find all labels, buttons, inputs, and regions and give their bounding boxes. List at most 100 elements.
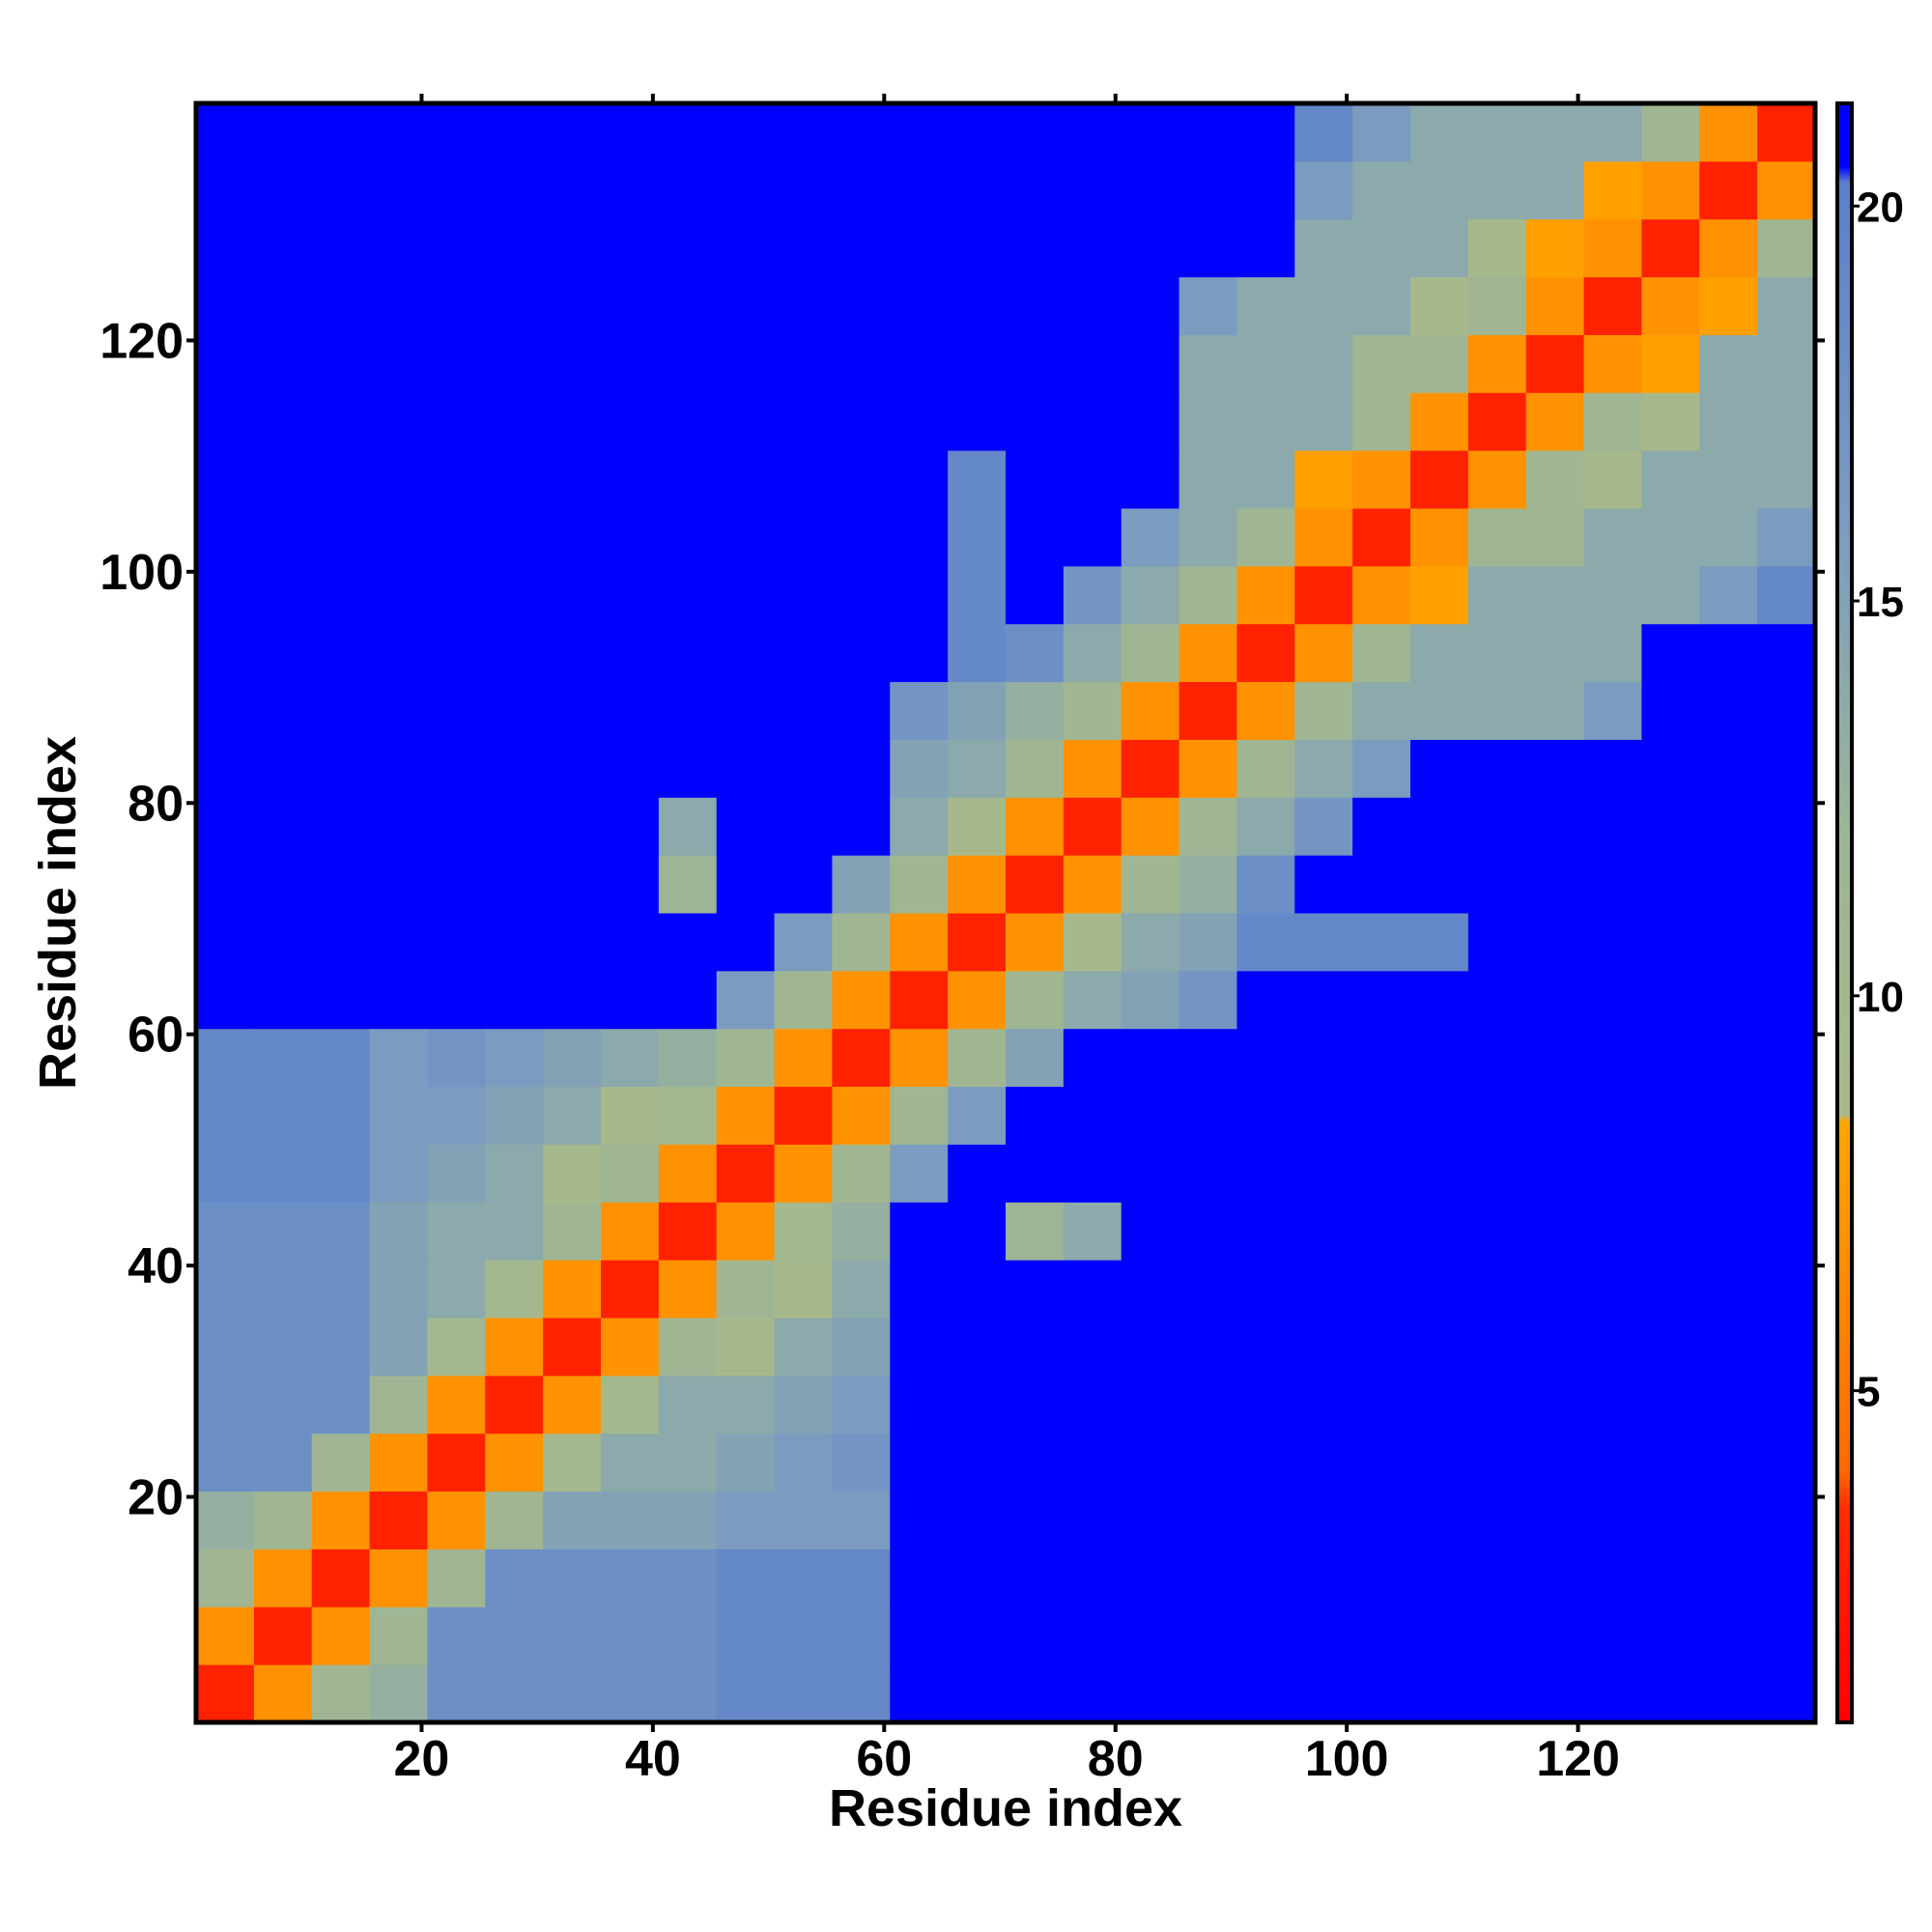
heatmap-cell — [543, 1144, 602, 1203]
heatmap-cell — [427, 1086, 486, 1145]
heatmap-cell — [1294, 450, 1353, 509]
heatmap-cell — [716, 1144, 776, 1203]
heatmap-cell — [890, 1433, 949, 1492]
heatmap-cell — [832, 218, 891, 278]
heatmap-cell — [1699, 450, 1758, 509]
heatmap-cell — [1641, 1028, 1700, 1088]
heatmap-cell — [1757, 1144, 1816, 1203]
heatmap-cell — [253, 1375, 313, 1435]
heatmap-cell — [1583, 508, 1642, 567]
heatmap-cell — [369, 160, 428, 220]
heatmap-cell — [1063, 1028, 1122, 1088]
heatmap-cell — [1179, 1491, 1237, 1549]
heatmap-cell — [1467, 739, 1527, 798]
heatmap-cell — [1525, 160, 1585, 220]
heatmap-cell — [311, 1433, 371, 1492]
heatmap-cell — [485, 1664, 544, 1723]
heatmap-cell — [543, 1028, 602, 1088]
heatmap-cell — [601, 392, 660, 451]
heatmap-cell — [427, 160, 486, 220]
heatmap-cell — [658, 797, 718, 856]
heatmap-cell — [1179, 1028, 1237, 1088]
heatmap-cell — [543, 1606, 602, 1665]
heatmap-cell — [1641, 970, 1700, 1030]
heatmap-cell — [1352, 334, 1411, 393]
heatmap-cell — [1699, 508, 1758, 567]
heatmap-cell — [1294, 1028, 1353, 1088]
heatmap-cell — [1294, 681, 1353, 740]
heatmap-cell — [253, 1202, 313, 1261]
heatmap-cell — [716, 913, 776, 972]
heatmap-cell — [832, 1260, 891, 1319]
heatmap-cell — [1757, 1433, 1816, 1492]
heatmap-cell — [1179, 450, 1237, 509]
heatmap-cell — [543, 276, 602, 335]
heatmap-cell — [1410, 797, 1469, 856]
heatmap-cell — [311, 623, 371, 683]
heatmap-cell — [1006, 160, 1065, 220]
heatmap-cell — [1006, 103, 1065, 162]
heatmap-cell — [774, 392, 833, 451]
heatmap-cell — [774, 739, 833, 798]
heatmap-cell — [1757, 1202, 1816, 1261]
heatmap-cell — [485, 103, 544, 162]
heatmap-cell — [1525, 1028, 1585, 1088]
heatmap-cell — [485, 739, 544, 798]
heatmap-cell — [427, 855, 486, 914]
heatmap-cell — [196, 1028, 255, 1088]
heatmap-cell — [1063, 1664, 1122, 1723]
heatmap-cell — [1525, 392, 1585, 451]
heatmap-cell — [890, 623, 949, 683]
heatmap-cell — [948, 1606, 1007, 1665]
heatmap-cell — [948, 797, 1007, 856]
heatmap-cell — [1699, 1375, 1758, 1435]
heatmap-cell — [311, 1202, 371, 1261]
heatmap-cell — [1294, 565, 1353, 625]
heatmap-cell — [196, 160, 255, 220]
heatmap-cell — [832, 797, 891, 856]
heatmap-cell — [1352, 913, 1411, 972]
heatmap-cell — [890, 855, 949, 914]
heatmap-cell — [601, 1144, 660, 1203]
heatmap-cell — [601, 1318, 660, 1377]
heatmap-cell — [774, 1028, 833, 1088]
heatmap-cell — [774, 334, 833, 393]
heatmap-cell — [716, 1318, 776, 1377]
heatmap-cell — [1236, 1664, 1295, 1723]
heatmap-cell — [1179, 913, 1237, 972]
y-tick-label: 100 — [99, 545, 184, 601]
heatmap-cell — [601, 1028, 660, 1088]
heatmap-cell — [774, 1664, 833, 1723]
heatmap-cell — [427, 623, 486, 683]
heatmap-cell — [1179, 1260, 1237, 1319]
heatmap-cell — [1352, 1028, 1411, 1088]
heatmap-cell — [716, 1548, 776, 1607]
heatmap-cell — [716, 392, 776, 451]
heatmap-cell — [196, 739, 255, 798]
heatmap-cell — [601, 1606, 660, 1665]
heatmap-cell — [369, 392, 428, 451]
heatmap-cell — [948, 1491, 1007, 1549]
heatmap-cell — [485, 218, 544, 278]
heatmap-cell — [1063, 508, 1122, 567]
heatmap-cell — [485, 565, 544, 625]
heatmap-cell — [832, 392, 891, 451]
heatmap-cell — [369, 1548, 428, 1607]
heatmap-cell — [1352, 1491, 1411, 1549]
heatmap-cell — [1236, 103, 1295, 162]
heatmap-cell — [1063, 970, 1122, 1030]
heatmap-cell — [890, 1028, 949, 1088]
heatmap-cell — [1121, 334, 1180, 393]
heatmap-cell — [1236, 1202, 1295, 1261]
heatmap-cell — [832, 450, 891, 509]
heatmap-cell — [1410, 218, 1469, 278]
heatmap-cell — [1121, 103, 1180, 162]
heatmap-cell — [1699, 160, 1758, 220]
heatmap-cell — [1641, 218, 1700, 278]
heatmap-cell — [716, 103, 776, 162]
heatmap-cell — [1006, 1606, 1065, 1665]
heatmap-cell — [311, 1144, 371, 1203]
heatmap-cell — [427, 450, 486, 509]
heatmap-cell — [716, 1086, 776, 1145]
heatmap-cell — [543, 1433, 602, 1492]
